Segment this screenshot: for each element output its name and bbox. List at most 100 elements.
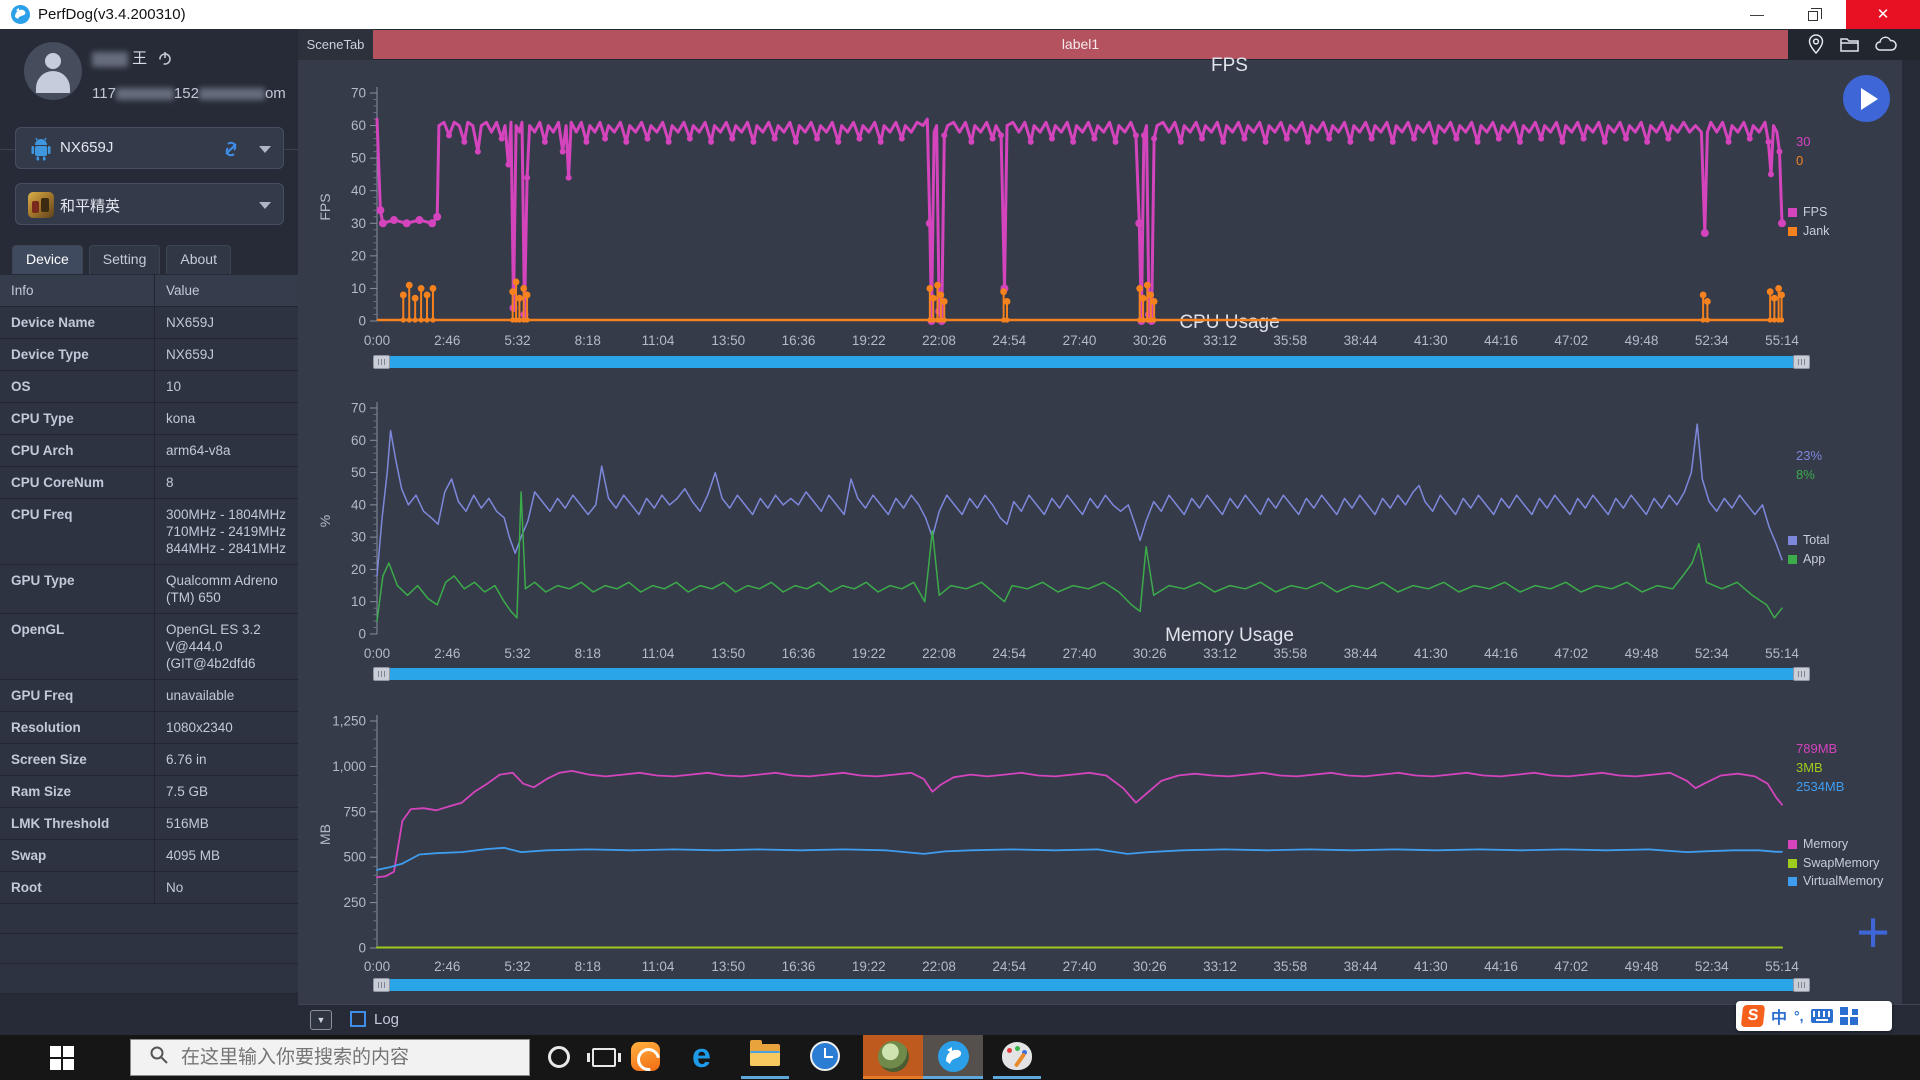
current-value: 3MB: [1796, 760, 1823, 775]
svg-text:24:54: 24:54: [992, 959, 1026, 974]
search-icon: [149, 1045, 169, 1070]
table-row: CPU Freq 300MHz - 1804MHz 710MHz - 2419MHz…: [0, 499, 298, 565]
fps-range-scrollbar[interactable]: [373, 355, 1810, 369]
uc-browser-icon: [631, 1042, 660, 1071]
svg-text:24:54: 24:54: [992, 333, 1026, 348]
ime-mode-chinese[interactable]: 中: [1771, 1010, 1788, 1027]
svg-text:8:18: 8:18: [575, 646, 601, 661]
svg-text:0: 0: [358, 941, 366, 956]
svg-text:19:22: 19:22: [852, 333, 886, 348]
svg-text:33:12: 33:12: [1203, 333, 1237, 348]
ime-keyboard-icon[interactable]: [1810, 1009, 1833, 1023]
legend-label: Total: [1803, 533, 1830, 547]
legend-label: Memory: [1803, 837, 1849, 851]
start-button[interactable]: [50, 1046, 74, 1070]
legend-swatch: [1788, 840, 1797, 850]
cpu-range-scrollbar[interactable]: [373, 667, 1810, 681]
logout-power-icon[interactable]: [158, 51, 172, 69]
range-grip-right[interactable]: [1793, 667, 1810, 681]
perfdog-taskbar-icon: [938, 1041, 969, 1072]
ime-punctuation[interactable]: °,: [1794, 1008, 1804, 1024]
tab-about[interactable]: About: [166, 245, 231, 274]
svg-text:2:46: 2:46: [434, 959, 460, 974]
fps-chart-title: FPS: [1211, 55, 1248, 76]
svg-text:70: 70: [351, 401, 366, 416]
cpu-current-values: 23% 8%: [1796, 446, 1906, 484]
memory-chart[interactable]: 0 250 500 750 1,000 1,250 MB 0:00 2:46 5:32 8:18 11…: [300, 698, 1820, 988]
tab-setting[interactable]: Setting: [88, 245, 161, 274]
svg-text:5:32: 5:32: [504, 959, 530, 974]
svg-text:13:50: 13:50: [711, 959, 745, 974]
device-selector[interactable]: NX659J: [15, 127, 284, 169]
cpu-chart[interactable]: 0 10 20 30 40 50 60 70% 0:00 2:46 5:32 8:18 11:04 13:…: [300, 385, 1820, 675]
svg-text:44:16: 44:16: [1484, 646, 1518, 661]
close-button[interactable]: ✕: [1846, 0, 1920, 29]
taskbar-app-clock[interactable]: [795, 1035, 855, 1078]
scene-label-bar[interactable]: label1: [373, 30, 1788, 59]
legend-item: SwapMemory: [1788, 856, 1918, 872]
svg-text:47:02: 47:02: [1554, 959, 1588, 974]
svg-text:52:34: 52:34: [1695, 333, 1729, 348]
taskbar-app-paint[interactable]: [987, 1035, 1047, 1079]
ime-toolbox-icon[interactable]: [1839, 1007, 1858, 1025]
app-selector[interactable]: 和平精英: [15, 183, 284, 225]
maximize-button[interactable]: [1790, 0, 1836, 29]
play-button[interactable]: [1843, 75, 1890, 122]
svg-text:22:08: 22:08: [922, 333, 956, 348]
range-grip-right[interactable]: [1793, 978, 1810, 992]
table-row: CPU Arch arm64-v8a: [0, 435, 298, 467]
legend-swatch: [1788, 226, 1797, 236]
user-email: 117 152 om: [92, 85, 286, 102]
taskbar-app-photos[interactable]: [863, 1035, 923, 1079]
table-row: Swap 4095 MB: [0, 840, 298, 872]
svg-text:47:02: 47:02: [1554, 646, 1588, 661]
legend-item: FPS: [1788, 205, 1918, 221]
tab-device[interactable]: Device: [12, 245, 83, 274]
range-grip-left[interactable]: [373, 978, 390, 992]
svg-text:0:00: 0:00: [364, 959, 390, 974]
range-grip-left[interactable]: [373, 355, 390, 369]
svg-text:MB: MB: [317, 824, 333, 845]
svg-text:49:48: 49:48: [1625, 333, 1659, 348]
folder-open-icon[interactable]: [1839, 33, 1861, 55]
location-marker-icon[interactable]: [1806, 33, 1826, 55]
legend-label: SwapMemory: [1803, 855, 1880, 870]
svg-text:38:44: 38:44: [1344, 646, 1378, 661]
task-view-icon[interactable]: [587, 1048, 621, 1067]
current-value: 2534MB: [1796, 779, 1845, 794]
avatar[interactable]: [24, 42, 82, 100]
range-grip-right[interactable]: [1793, 355, 1810, 369]
svg-text:0: 0: [358, 627, 366, 642]
svg-text:13:50: 13:50: [711, 646, 745, 661]
cloud-icon[interactable]: [1874, 33, 1898, 55]
svg-text:0: 0: [358, 314, 366, 329]
log-checkbox[interactable]: [350, 1011, 366, 1027]
svg-text:%: %: [317, 515, 333, 527]
add-chart-button[interactable]: +: [1856, 900, 1890, 965]
legend-label: FPS: [1803, 205, 1828, 219]
range-grip-left[interactable]: [373, 667, 390, 681]
fps-chart[interactable]: 0 10 20 30 40 50 60 70 FPS 0:00 2:46 5:32 8:18 11:04 1…: [300, 55, 1820, 365]
collapse-dropdown-button[interactable]: ▼: [310, 1010, 332, 1030]
svg-text:2:46: 2:46: [434, 333, 460, 348]
memory-range-scrollbar[interactable]: [373, 978, 1810, 992]
sidebar: 王 117 152 om NX659J 和平精英 D: [0, 29, 298, 1035]
sogou-logo-icon[interactable]: S: [1740, 1005, 1766, 1027]
legend-label: App: [1803, 551, 1826, 566]
legend-swatch: [1788, 877, 1797, 887]
scene-tab[interactable]: SceneTab: [298, 29, 373, 60]
legend-swatch: [1788, 554, 1797, 564]
search-input[interactable]: [181, 1046, 511, 1069]
svg-text:19:22: 19:22: [852, 959, 886, 974]
table-row: Resolution 1080x2340: [0, 712, 298, 744]
svg-text:33:12: 33:12: [1203, 959, 1237, 974]
minimize-button[interactable]: —: [1750, 6, 1764, 22]
taskbar-app-explorer[interactable]: [735, 1035, 795, 1079]
taskbar-search[interactable]: [130, 1039, 530, 1076]
taskbar-app-ucbrowser[interactable]: [615, 1035, 675, 1078]
table-row: Root No: [0, 872, 298, 904]
taskbar-app-edge[interactable]: e: [678, 1035, 738, 1078]
cortana-icon[interactable]: [548, 1046, 570, 1068]
taskbar-app-perfdog[interactable]: [923, 1035, 983, 1079]
svg-text:20: 20: [351, 248, 366, 263]
